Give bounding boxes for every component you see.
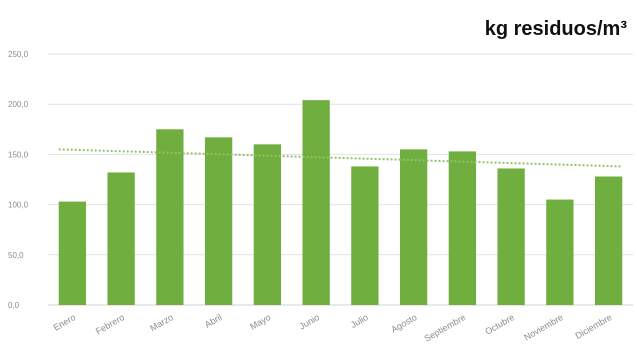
bar — [302, 100, 330, 306]
bar — [546, 199, 574, 305]
y-tick-label: 50,0 — [8, 251, 24, 260]
y-tick-label: 0,0 — [8, 301, 20, 310]
y-tick-label: 200,0 — [8, 100, 29, 109]
x-tick-label: Abril — [203, 312, 224, 330]
x-tick-label: Diciembre — [574, 312, 614, 341]
x-tick-label: Noviembre — [522, 312, 565, 342]
x-tick-label: Marzo — [148, 312, 175, 333]
x-tick-label: Agosto — [389, 312, 418, 335]
bar — [399, 149, 428, 305]
x-tick-label: Septiembre — [423, 312, 468, 344]
x-tick-label: Febrero — [94, 312, 126, 336]
x-tick-label: Enero — [52, 312, 78, 333]
bar — [448, 151, 477, 305]
y-tick-label: 150,0 — [8, 150, 29, 159]
bar — [107, 172, 135, 305]
x-tick-label: Julio — [349, 312, 370, 330]
y-tick-label: 250,0 — [8, 50, 29, 59]
chart-title: kg residuos/m³ — [484, 18, 627, 40]
bar — [156, 129, 184, 305]
bar — [58, 201, 87, 305]
bar — [204, 137, 233, 305]
x-tick-label: Mayo — [248, 312, 272, 332]
y-tick-label: 100,0 — [8, 201, 29, 210]
bar — [497, 168, 525, 305]
bar — [594, 176, 623, 305]
x-tick-label: Junio — [297, 312, 321, 331]
bar — [253, 144, 282, 305]
trendline — [58, 148, 623, 168]
bar — [351, 166, 379, 305]
x-tick-label: Octubre — [483, 312, 516, 337]
